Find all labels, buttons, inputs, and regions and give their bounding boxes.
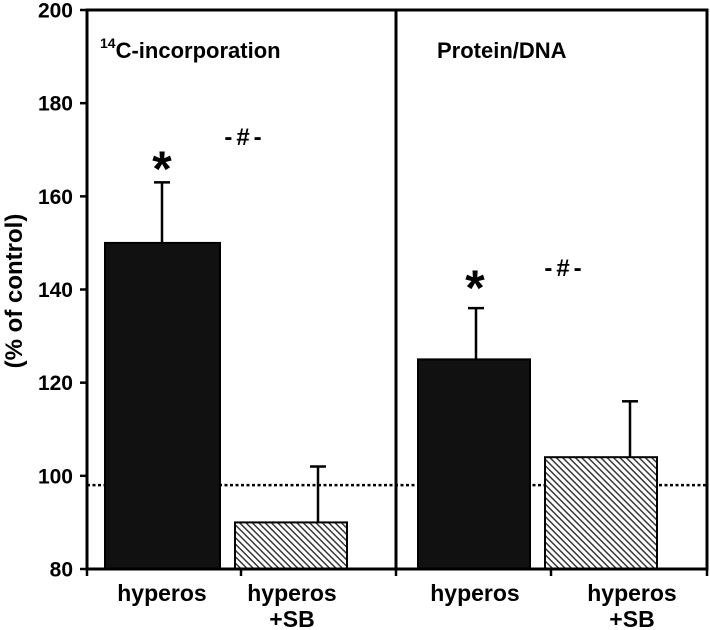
bar-hyperos-panel-1	[104, 241, 221, 571]
y-tick-label: 80	[50, 559, 73, 582]
panel-title-14c-incorporation: 14C-incorporation	[100, 35, 281, 63]
significance-hash-panel-1: -#-	[224, 124, 265, 151]
significance-asterisk-panel-2: *	[465, 260, 485, 316]
category-label-line: hyperos	[117, 580, 206, 606]
y-tick-label: 180	[38, 93, 73, 116]
y-tick-label: 200	[38, 0, 73, 23]
category-label-line: hyperos	[247, 580, 336, 606]
axes-group: 80 100 120 140 160 180 200	[38, 0, 709, 582]
y-axis-label: (% of control)	[1, 214, 28, 369]
category-label-line: hyperos	[430, 580, 519, 606]
category-label-line: +SB	[269, 606, 314, 630]
category-label-hyperos-panel-1: hyperos	[117, 580, 206, 606]
panel-title-superscript: 14	[100, 35, 116, 51]
category-label-line: +SB	[609, 606, 654, 630]
significance-asterisk-panel-1: *	[152, 141, 172, 197]
bars-group	[104, 241, 658, 571]
category-label-line: hyperos	[587, 580, 676, 606]
category-label-hyperos-sb-panel-2: hyperos +SB	[587, 580, 676, 630]
y-tick-label: 140	[38, 279, 73, 302]
panel-title-text: C-incorporation	[116, 38, 281, 63]
y-tick-label: 100	[38, 465, 73, 488]
bar-hyperos-sb-panel-1	[234, 521, 348, 571]
bar-hyperos-sb-panel-2	[544, 456, 658, 571]
error-bars-group	[154, 181, 638, 523]
y-tick-label: 120	[38, 372, 73, 395]
annotations-group: * -#- * -#-	[152, 124, 585, 316]
category-label-hyperos-panel-2: hyperos	[430, 580, 519, 606]
y-tick-label: 160	[38, 186, 73, 209]
panel-title-protein-dna: Protein/DNA	[437, 38, 567, 63]
bar-hyperos-panel-2	[417, 358, 531, 570]
significance-hash-panel-2: -#-	[544, 255, 585, 282]
category-label-hyperos-sb-panel-1: hyperos +SB	[247, 580, 336, 630]
